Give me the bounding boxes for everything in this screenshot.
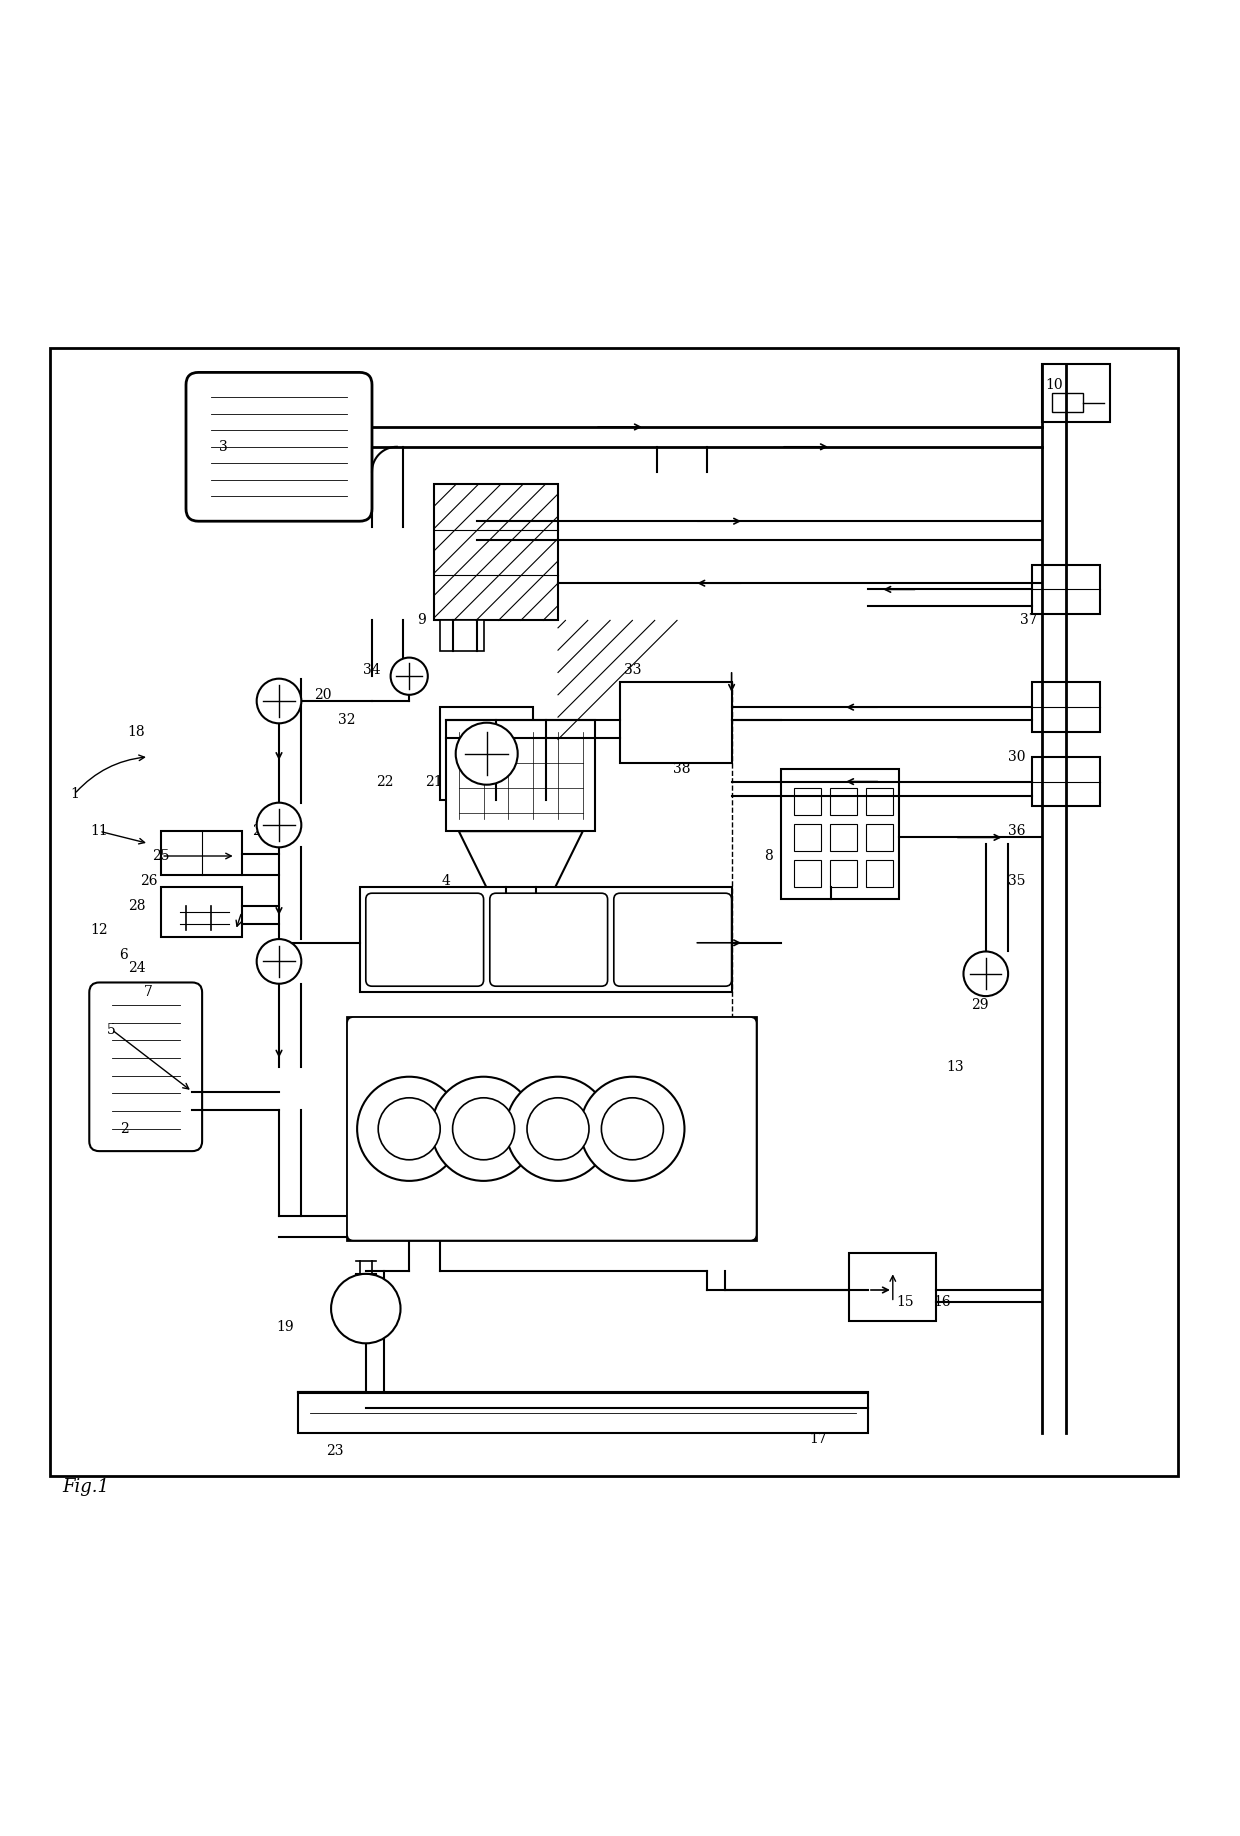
Text: 38: 38 [673, 762, 691, 777]
Text: 26: 26 [140, 874, 157, 889]
Circle shape [257, 679, 301, 723]
Text: 18: 18 [128, 725, 145, 740]
Text: Fig.1: Fig.1 [62, 1478, 109, 1496]
Bar [161, 832, 242, 874]
Bar [849, 1252, 936, 1320]
Bar [620, 683, 732, 764]
Text: 30: 30 [1008, 749, 1025, 764]
Text: 27: 27 [252, 824, 269, 839]
Text: 36: 36 [1008, 824, 1025, 839]
FancyBboxPatch shape [89, 982, 202, 1151]
Text: 9: 9 [417, 613, 427, 628]
Polygon shape [459, 832, 583, 912]
Text: 14: 14 [574, 1159, 591, 1173]
Bar [161, 887, 242, 936]
Text: 12: 12 [91, 924, 108, 938]
Text: 23: 23 [326, 1445, 343, 1458]
Text: 2: 2 [119, 1122, 129, 1136]
Text: 5: 5 [107, 1023, 117, 1037]
Bar [866, 824, 893, 852]
Text: 10: 10 [1045, 378, 1063, 391]
Text: 25: 25 [153, 848, 170, 863]
Text: 7: 7 [144, 986, 154, 999]
Bar [298, 1394, 868, 1432]
Text: 6: 6 [119, 947, 129, 962]
Bar [830, 788, 857, 815]
FancyBboxPatch shape [347, 1017, 756, 1241]
Bar [1032, 683, 1100, 733]
Text: 32: 32 [339, 712, 356, 727]
Text: 15: 15 [897, 1296, 914, 1309]
Bar [781, 769, 899, 900]
Bar [866, 859, 893, 887]
Circle shape [257, 802, 301, 848]
Text: 13: 13 [946, 1059, 963, 1074]
Circle shape [963, 951, 1008, 997]
Text: 34: 34 [363, 663, 381, 677]
Text: 20: 20 [314, 688, 331, 701]
Circle shape [391, 657, 428, 694]
Bar [434, 485, 558, 621]
Bar [794, 788, 821, 815]
FancyBboxPatch shape [186, 373, 372, 521]
Text: 35: 35 [1008, 874, 1025, 889]
Bar [1042, 364, 1110, 422]
Circle shape [580, 1076, 684, 1181]
Bar [360, 887, 732, 993]
Bar [1032, 565, 1100, 615]
Text: 3: 3 [218, 441, 228, 453]
Bar [866, 788, 893, 815]
FancyBboxPatch shape [614, 892, 732, 986]
Text: 4: 4 [441, 874, 451, 889]
Bar [794, 824, 821, 852]
Bar [446, 720, 595, 832]
Circle shape [331, 1274, 401, 1344]
Bar [830, 859, 857, 887]
Circle shape [506, 1076, 610, 1181]
Bar [794, 859, 821, 887]
Text: 24: 24 [128, 960, 145, 975]
Text: 19: 19 [277, 1320, 294, 1335]
Bar [440, 707, 533, 800]
Bar [440, 621, 484, 652]
Text: 31: 31 [723, 1036, 740, 1048]
Text: 21: 21 [425, 775, 443, 789]
Text: 11: 11 [91, 824, 108, 839]
Text: 33: 33 [624, 663, 641, 677]
Text: 28: 28 [128, 898, 145, 912]
Text: 29: 29 [971, 997, 988, 1012]
Circle shape [357, 1076, 461, 1181]
FancyBboxPatch shape [366, 892, 484, 986]
Circle shape [432, 1076, 536, 1181]
Text: 1: 1 [69, 788, 79, 800]
Bar [1032, 756, 1100, 806]
Bar [1052, 393, 1083, 411]
Circle shape [601, 1098, 663, 1160]
Text: 37: 37 [1021, 613, 1038, 628]
Circle shape [455, 723, 517, 784]
FancyBboxPatch shape [490, 892, 608, 986]
Text: 17: 17 [810, 1432, 827, 1445]
Circle shape [453, 1098, 515, 1160]
Circle shape [378, 1098, 440, 1160]
Text: 22: 22 [376, 775, 393, 789]
Circle shape [527, 1098, 589, 1160]
Bar [830, 824, 857, 852]
Circle shape [257, 938, 301, 984]
Text: 8: 8 [764, 848, 774, 863]
Text: 16: 16 [934, 1296, 951, 1309]
Bar [347, 1017, 756, 1241]
